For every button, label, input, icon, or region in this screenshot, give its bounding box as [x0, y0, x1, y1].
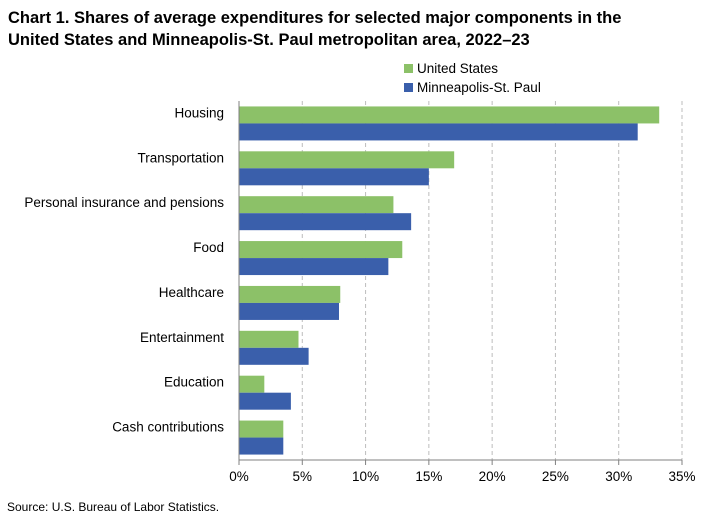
source-note: Source: U.S. Bureau of Labor Statistics. — [7, 500, 220, 514]
x-tick-label-2: 10% — [352, 469, 379, 484]
chart-title: Chart 1. Shares of average expenditures … — [8, 7, 698, 51]
bar-msp-5 — [239, 347, 309, 365]
bar-msp-6 — [239, 392, 291, 410]
bar-us-3 — [239, 241, 403, 259]
x-tick-label-5: 25% — [542, 469, 569, 484]
bar-us-4 — [239, 285, 341, 303]
chart-title-line-2: United States and Minneapolis-St. Paul m… — [8, 31, 530, 49]
bar-msp-0 — [239, 123, 638, 141]
x-tick-label-3: 15% — [415, 469, 442, 484]
legend-swatch-msp — [404, 83, 413, 92]
bar-msp-7 — [239, 437, 284, 455]
x-tick-label-4: 20% — [479, 469, 506, 484]
x-tick-label-6: 30% — [605, 469, 632, 484]
legend-label-us: United States — [417, 61, 499, 76]
bar-us-6 — [239, 375, 265, 393]
category-label-5: Entertainment — [140, 330, 224, 345]
legend-item-us: United States — [404, 59, 541, 78]
bar-msp-1 — [239, 168, 429, 186]
bar-us-5 — [239, 330, 299, 348]
bar-us-7 — [239, 420, 284, 438]
chart-title-line-1: Chart 1. Shares of average expenditures … — [8, 9, 622, 27]
category-label-1: Transportation — [137, 150, 224, 165]
category-label-2: Personal insurance and pensions — [24, 195, 224, 210]
legend-item-msp: Minneapolis-St. Paul — [404, 78, 541, 97]
x-tick-label-0: 0% — [229, 469, 249, 484]
category-label-7: Cash contributions — [112, 420, 224, 435]
bar-us-1 — [239, 151, 455, 169]
legend-swatch-us — [404, 64, 413, 73]
category-label-0: Housing — [174, 105, 224, 120]
bar-msp-4 — [239, 302, 339, 320]
x-tick-label-1: 5% — [293, 469, 313, 484]
category-label-6: Education — [164, 375, 224, 390]
category-label-4: Healthcare — [159, 285, 224, 300]
bar-us-0 — [239, 106, 660, 124]
category-label-3: Food — [193, 240, 224, 255]
bar-us-2 — [239, 196, 394, 214]
x-tick-label-7: 35% — [668, 469, 695, 484]
bar-msp-3 — [239, 258, 389, 276]
legend: United States Minneapolis-St. Paul — [404, 59, 541, 97]
bar-msp-2 — [239, 213, 412, 231]
legend-label-msp: Minneapolis-St. Paul — [417, 80, 541, 95]
